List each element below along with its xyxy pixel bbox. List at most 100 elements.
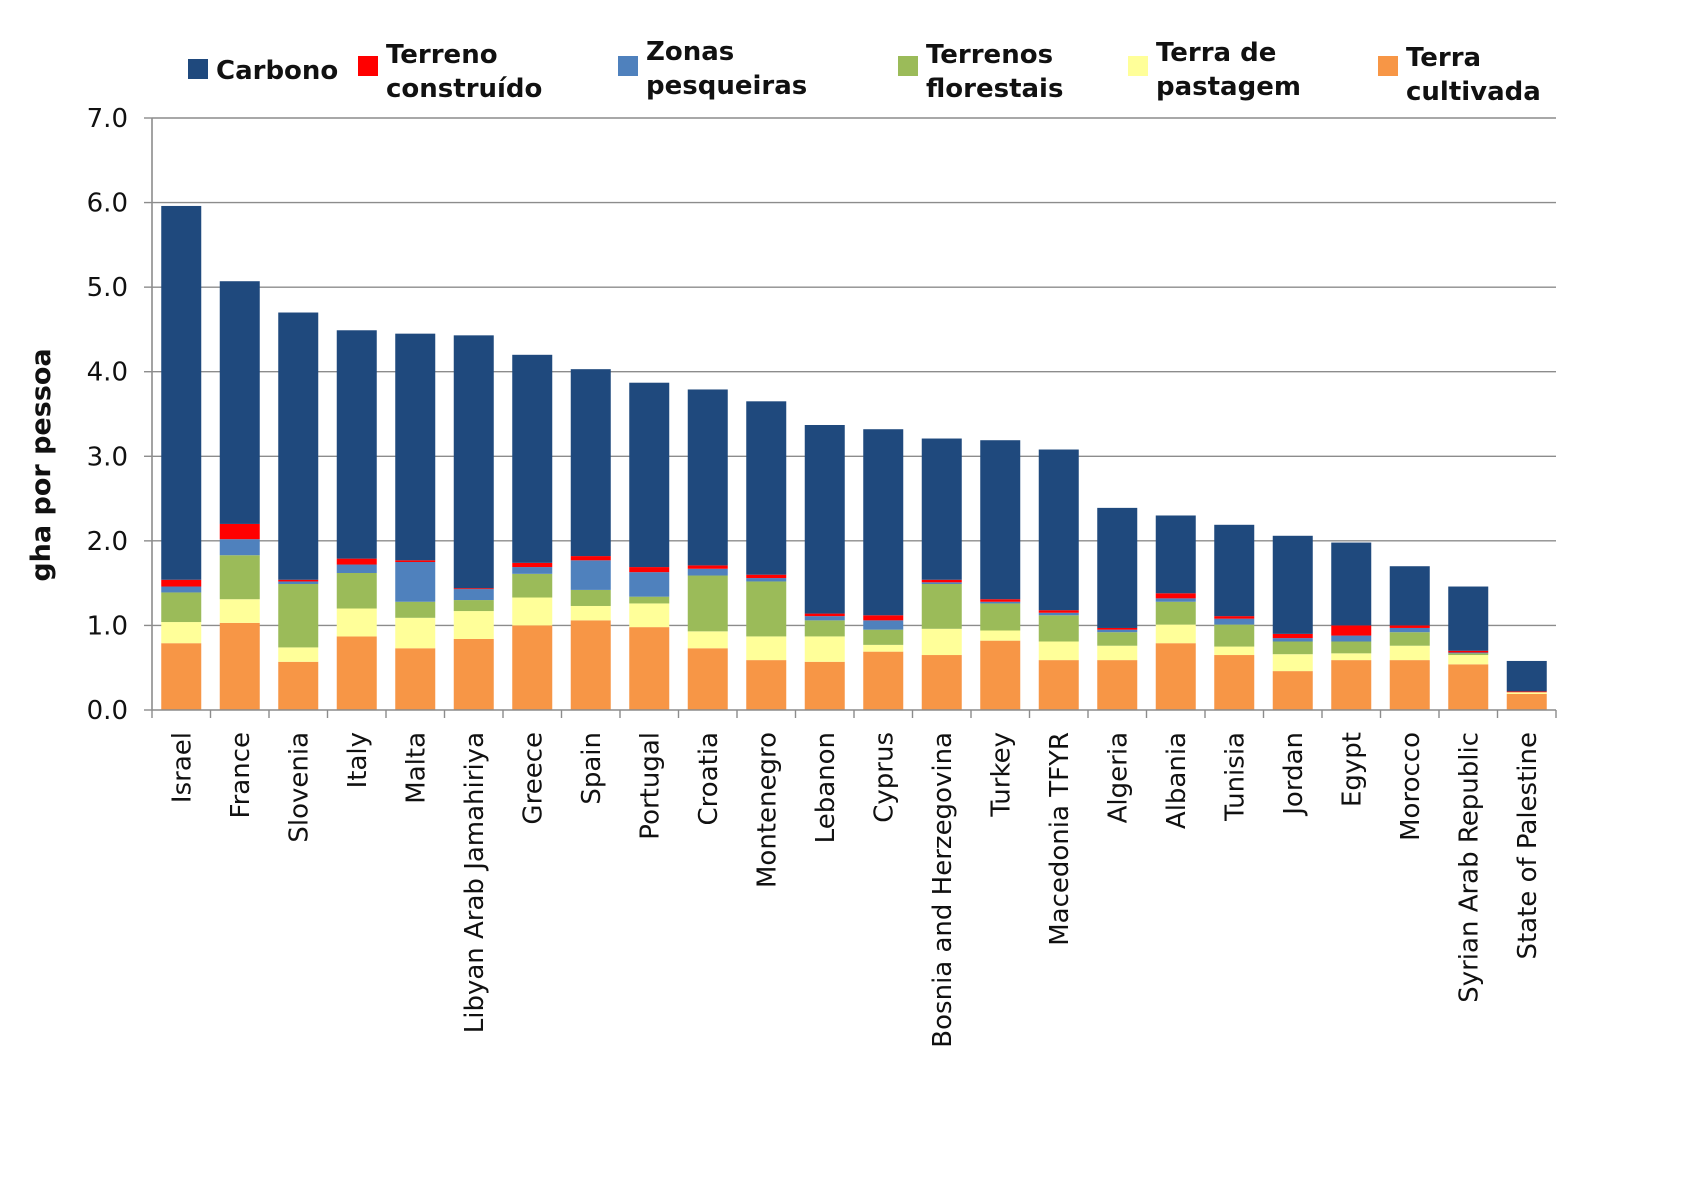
bar-segment-zonas-pesqueiras: [1038, 612, 1079, 616]
bar-segment-zonas-pesqueiras: [1214, 618, 1255, 625]
bar-segment-terreno-constru-do: [746, 574, 787, 579]
x-category-label: Montenegro: [752, 732, 782, 888]
gridlines: [144, 117, 1556, 711]
bar-segment-zonas-pesqueiras: [395, 562, 436, 602]
x-category-label: Slovenia: [284, 732, 314, 843]
bar-segment-terreno-constru-do: [1448, 650, 1489, 653]
x-category-label: Bosnia and Herzegovina: [928, 732, 958, 1048]
y-tick-label: 6.0: [87, 189, 128, 219]
y-tick-label: 4.0: [87, 358, 128, 388]
bar-segment-zonas-pesqueiras: [336, 564, 377, 573]
bar-segment-terra-de-pastagem: [1214, 646, 1255, 656]
bar-segment-terra-de-pastagem: [395, 617, 436, 649]
bar-segment-terra-de-pastagem: [1389, 645, 1430, 661]
bar-segment-carbono: [629, 382, 670, 568]
bar-segment-terrenos-florestais: [570, 589, 611, 606]
bar-segment-terreno-constru-do: [1097, 627, 1138, 630]
bar-segment-terrenos-florestais: [1038, 615, 1079, 642]
bar-segment-carbono: [161, 205, 202, 580]
legend-swatch: [1128, 56, 1148, 76]
bar-segment-terra-de-pastagem: [1038, 641, 1079, 661]
x-category-label: Macedonia TFYR: [1045, 732, 1075, 946]
bar-segment-carbono: [219, 281, 260, 524]
bar-segment-terrenos-florestais: [746, 581, 787, 637]
x-category-label: Israel: [167, 732, 197, 803]
bar-segment-zonas-pesqueiras: [570, 560, 611, 590]
bar-segment-terra-cultivada: [746, 660, 787, 710]
bar-segment-terreno-constru-do: [336, 558, 377, 565]
bar-segment-terra-cultivada: [804, 661, 845, 710]
bar-segment-carbono: [453, 335, 494, 589]
legend-label: Terrenos: [926, 40, 1053, 70]
bar-segment-terrenos-florestais: [219, 555, 260, 600]
bar-segment-terrenos-florestais: [1272, 641, 1313, 655]
bar-segment-terreno-constru-do: [453, 588, 494, 590]
bar-segment-terra-cultivada: [1506, 693, 1547, 710]
bar-segment-zonas-pesqueiras: [1389, 627, 1430, 633]
legend-swatch: [1378, 56, 1398, 76]
bar-segment-terra-cultivada: [219, 622, 260, 710]
bar-segment-carbono: [804, 424, 845, 614]
legend-label: florestais: [926, 74, 1063, 104]
bar-segment-zonas-pesqueiras: [863, 620, 904, 630]
bar-segment-terra-de-pastagem: [1272, 654, 1313, 672]
bar-segment-terreno-constru-do: [219, 523, 260, 540]
bar-segment-terrenos-florestais: [336, 572, 377, 609]
bar-segment-zonas-pesqueiras: [687, 568, 728, 576]
bar-segment-terra-de-pastagem: [1506, 692, 1547, 694]
bar-segment-terreno-constru-do: [687, 565, 728, 569]
bar-segment-terrenos-florestais: [1214, 624, 1255, 647]
bar-segment-terrenos-florestais: [687, 575, 728, 632]
bar-segment-carbono: [921, 438, 962, 580]
x-category-label: France: [226, 732, 256, 818]
bar-segment-terrenos-florestais: [512, 573, 553, 598]
bar-segment-terra-de-pastagem: [804, 636, 845, 662]
bar-segment-zonas-pesqueiras: [1272, 638, 1313, 642]
x-category-label: Jordan: [1279, 732, 1309, 817]
bar-segment-carbono: [1038, 449, 1079, 611]
bar-segment-terra-cultivada: [1038, 660, 1079, 710]
bar-segment-terreno-constru-do: [1272, 633, 1313, 639]
bar-segment-zonas-pesqueiras: [980, 601, 1021, 604]
bar-segment-carbono: [278, 312, 319, 580]
bar-segment-terra-cultivada: [1331, 660, 1372, 710]
bar-segment-terra-cultivada: [629, 627, 670, 710]
bar-segment-carbono: [687, 389, 728, 566]
bar-segment-carbono: [1448, 586, 1489, 651]
bar-segment-terra-cultivada: [1389, 660, 1430, 710]
x-category-label: Syrian Arab Republic: [1454, 732, 1484, 1003]
bar-segment-zonas-pesqueiras: [1155, 598, 1196, 602]
bar-segment-carbono: [746, 401, 787, 575]
bar-segment-zonas-pesqueiras: [278, 581, 319, 584]
bar-segment-terrenos-florestais: [1097, 632, 1138, 646]
legend-label: Terreno: [386, 40, 498, 70]
bars: [161, 205, 1547, 710]
bar-segment-terreno-constru-do: [629, 567, 670, 573]
bar-segment-terrenos-florestais: [980, 603, 1021, 631]
x-category-label: Lebanon: [811, 732, 841, 843]
bar-segment-zonas-pesqueiras: [1097, 629, 1138, 633]
bar-segment-zonas-pesqueiras: [219, 539, 260, 556]
bar-segment-carbono: [1155, 515, 1196, 594]
bar-segment-terra-de-pastagem: [161, 622, 202, 644]
bar-segment-terra-de-pastagem: [512, 597, 553, 626]
legend-label: Terra de: [1156, 38, 1276, 68]
bar-segment-terra-de-pastagem: [687, 631, 728, 649]
bar-segment-carbono: [1272, 535, 1313, 634]
bar-segment-terrenos-florestais: [395, 601, 436, 618]
bar-segment-carbono: [1214, 524, 1255, 617]
bar-segment-terrenos-florestais: [278, 583, 319, 648]
y-tick-labels: 0.0 1.0 2.0 3.0 4.0 5.0 6.0 7.0: [87, 104, 128, 726]
x-category-label: Greece: [518, 732, 548, 825]
bar-segment-terra-cultivada: [1448, 664, 1489, 710]
bar-segment-terreno-constru-do: [395, 560, 436, 562]
bar-segment-zonas-pesqueiras: [921, 582, 962, 584]
x-category-label: Croatia: [694, 732, 724, 825]
bar-segment-terrenos-florestais: [161, 592, 202, 623]
bar-segment-terra-de-pastagem: [219, 599, 260, 623]
bar-segment-terra-cultivada: [980, 640, 1021, 710]
legend-swatch: [618, 56, 638, 76]
bar-segment-carbono: [395, 333, 436, 561]
